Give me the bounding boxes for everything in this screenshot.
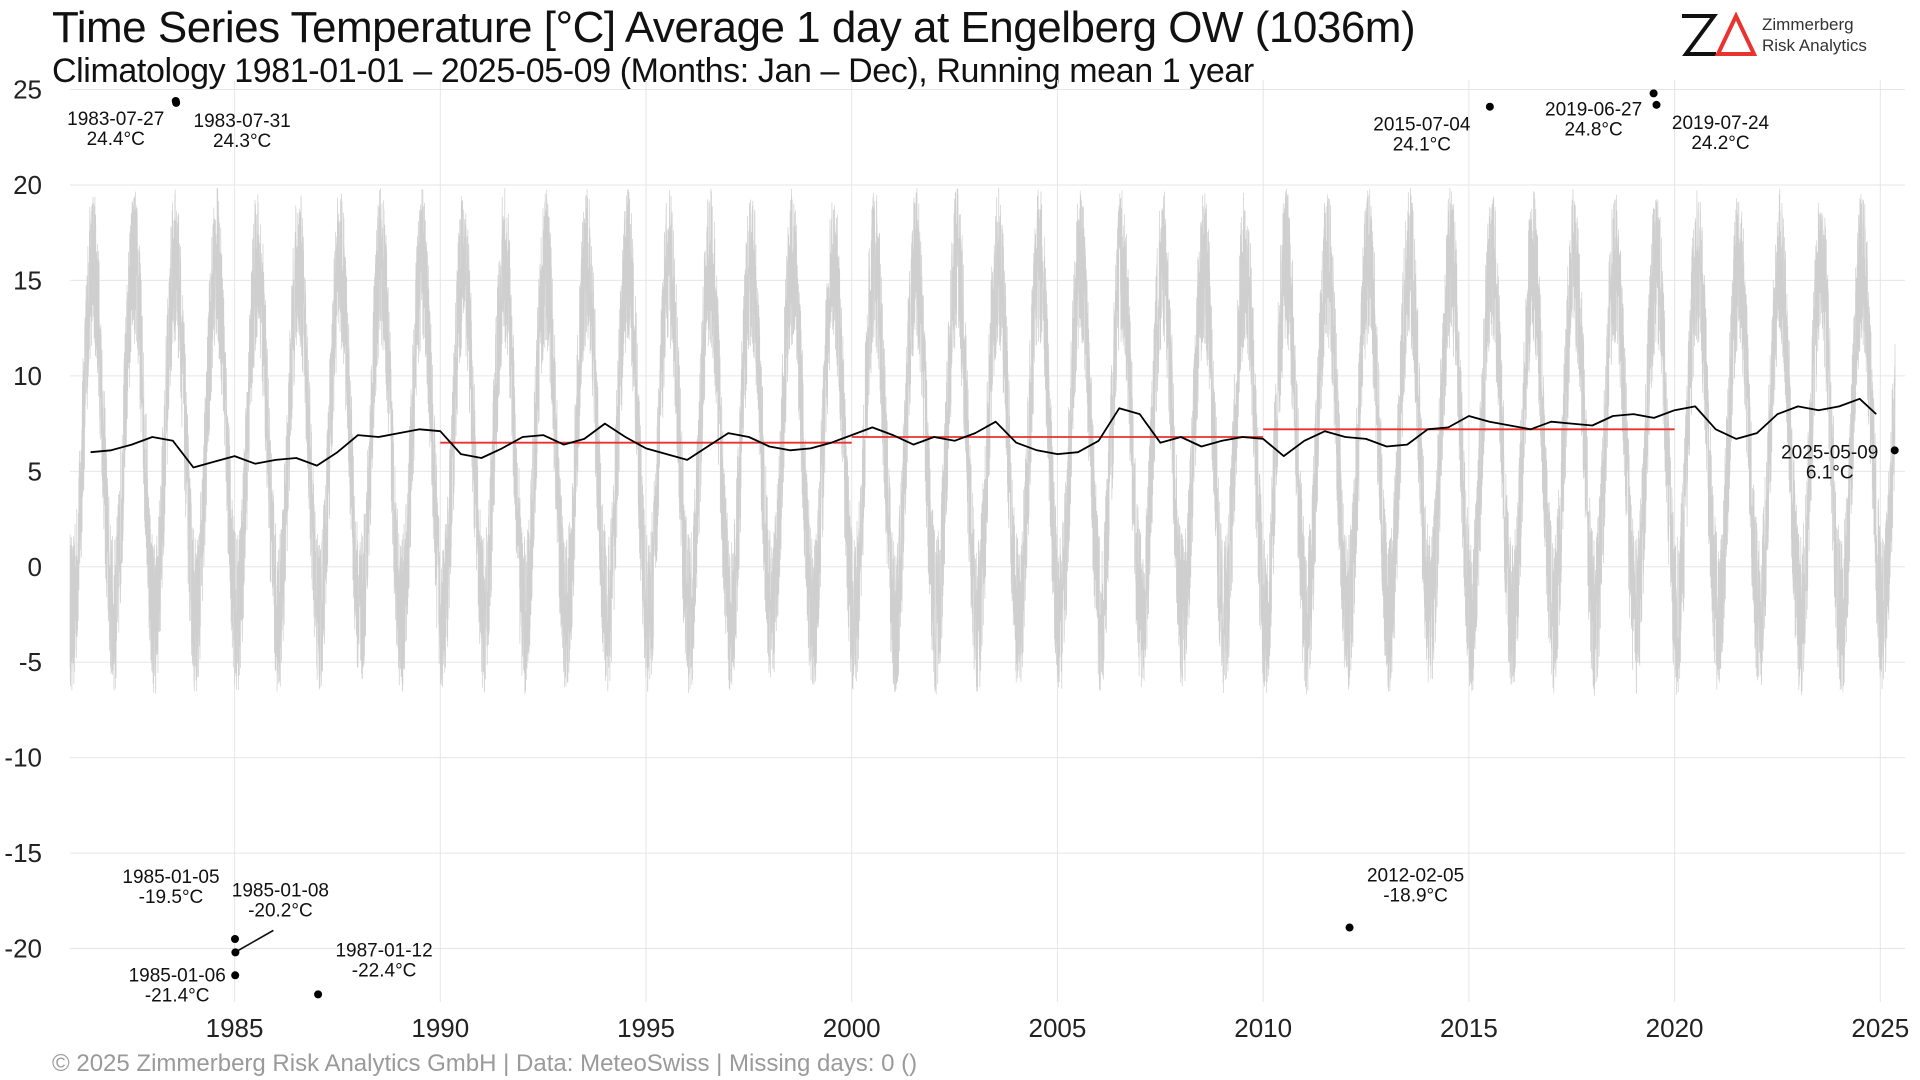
x-tick-label: 2000 [823, 1013, 881, 1040]
extreme-point [1485, 102, 1494, 111]
x-tick-label: 2015 [1440, 1013, 1498, 1040]
y-tick-label: 0 [28, 552, 42, 582]
extreme-value-label: 6.1°C [1806, 462, 1854, 483]
extreme-point [172, 98, 181, 107]
extreme-date-label: 1983-07-27 [67, 109, 164, 130]
y-axis-tick-labels: 25 20 15 10 5 0 -5 -10 -15 -20 [4, 75, 42, 964]
extreme-point [1649, 89, 1658, 98]
logo-text: Zimmerberg Risk Analytics [1762, 14, 1867, 56]
extreme-point [231, 971, 240, 980]
running-mean-series [90, 397, 1877, 469]
extreme-date-label: 2019-06-27 [1545, 99, 1642, 120]
extreme-value-label: 24.1°C [1393, 135, 1451, 156]
daily-temperature-series [69, 187, 1896, 697]
y-tick-label: 25 [13, 75, 42, 105]
y-tick-label: 10 [13, 361, 42, 391]
extreme-point [1652, 100, 1661, 109]
chart-title: Time Series Temperature [°C] Average 1 d… [52, 3, 1416, 52]
y-tick-label: -10 [4, 743, 42, 773]
extreme-value-label: -20.2°C [248, 900, 313, 921]
x-axis-tick-labels: 1985 1990 1995 2000 2005 2010 2015 2020 2025 [206, 1013, 1910, 1040]
x-tick-label: 1990 [411, 1013, 469, 1040]
extreme-date-label: 2019-07-24 [1672, 113, 1770, 134]
logo-line-1: Zimmerberg [1762, 15, 1854, 34]
footer-credits: © 2025 Zimmerberg Risk Analytics GmbH | … [52, 1050, 918, 1077]
extreme-date-label: 1987-01-12 [335, 940, 432, 961]
y-tick-label: 20 [13, 170, 42, 200]
x-tick-label: 1985 [206, 1013, 264, 1040]
daily-temperature-line [69, 187, 1896, 697]
extreme-point [1890, 446, 1899, 455]
extreme-point [314, 990, 323, 999]
extreme-value-label: 24.2°C [1691, 133, 1749, 154]
chart-subtitle: Climatology 1981-01-01 – 2025-05-09 (Mon… [52, 52, 1254, 90]
logo-mark-icon [1682, 11, 1758, 56]
extreme-date-label: 1985-01-06 [129, 965, 226, 986]
extreme-date-label: 1985-01-08 [232, 880, 329, 901]
extreme-date-label: 1985-01-05 [122, 867, 219, 888]
decade-mean-lines [440, 428, 1675, 444]
extreme-point [1345, 923, 1354, 932]
extreme-value-label: -18.9°C [1383, 886, 1448, 907]
extreme-value-label: -19.5°C [139, 887, 204, 908]
running-mean-line [90, 397, 1877, 469]
extreme-date-label: 2015-07-04 [1373, 115, 1471, 136]
extreme-value-label: 24.8°C [1564, 119, 1622, 140]
annotation-leader-line [237, 929, 274, 952]
extreme-value-label: -21.4°C [145, 985, 210, 1006]
extreme-value-label: 24.4°C [87, 129, 145, 150]
x-tick-label: 1995 [617, 1013, 675, 1040]
y-tick-label: -20 [4, 934, 42, 964]
y-tick-label: 5 [28, 456, 42, 486]
extreme-date-label: 1983-07-31 [194, 111, 291, 132]
extreme-date-label: 2025-05-09 [1781, 442, 1878, 463]
logo-line-2: Risk Analytics [1762, 36, 1867, 55]
x-tick-label: 2010 [1234, 1013, 1292, 1040]
extreme-value-label: -22.4°C [352, 960, 417, 981]
y-tick-label: -5 [19, 647, 42, 677]
company-logo: Zimmerberg Risk Analytics [1678, 10, 1898, 62]
extreme-point [230, 935, 239, 944]
x-tick-label: 2005 [1029, 1013, 1087, 1040]
x-tick-label: 2025 [1851, 1013, 1909, 1040]
y-tick-label: 15 [13, 265, 42, 295]
y-tick-label: -15 [4, 838, 42, 868]
extreme-date-label: 2012-02-05 [1367, 866, 1464, 887]
x-tick-label: 2020 [1646, 1013, 1704, 1040]
extreme-value-label: 24.3°C [213, 131, 271, 152]
extreme-point [231, 948, 240, 957]
